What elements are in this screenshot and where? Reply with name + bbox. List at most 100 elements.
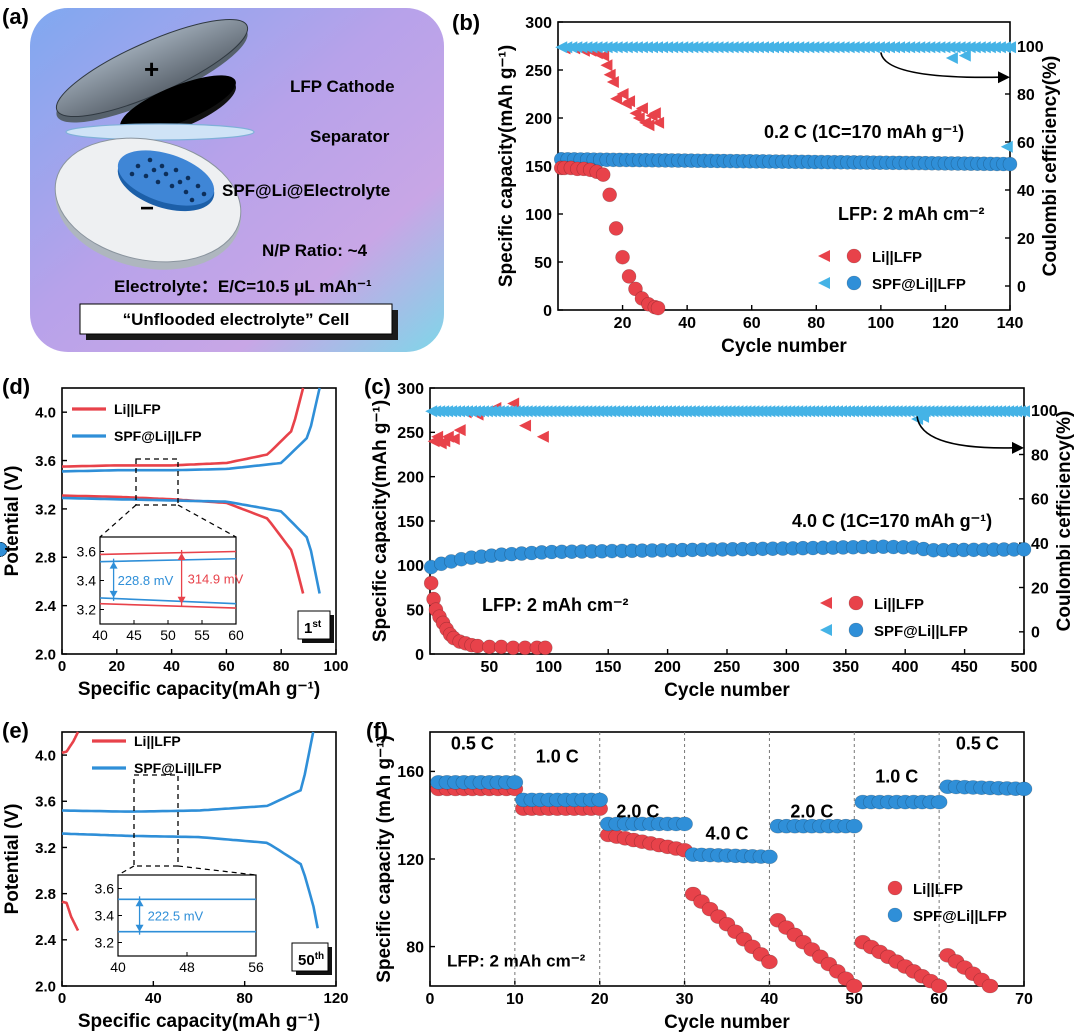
curve-li-discharge	[61, 900, 80, 932]
x-tick-label: 80	[807, 315, 825, 332]
legend-label: SPF@Li||LFP	[134, 760, 222, 776]
curve-li-charge	[61, 731, 80, 755]
x-tick-label: 10	[506, 991, 524, 1008]
gap-label: 314.9 mV	[188, 571, 244, 586]
y-tick-label: 50	[534, 255, 552, 272]
li-ce-point	[648, 107, 661, 120]
x-tick-label: 120	[323, 990, 348, 1007]
x-tick-label: 100	[868, 315, 895, 332]
x-tick-label: 80	[236, 990, 253, 1007]
zoom-box	[135, 458, 179, 506]
chart-f: 0 10 20 30 40 50 60 70 80 120 160 Cycle number Speci…	[366, 718, 1033, 1033]
li-ce-point	[632, 112, 645, 124]
curve-spf-discharge	[61, 496, 321, 594]
ce-arrow-icon	[916, 416, 1024, 454]
x-tick-label: 120	[932, 315, 959, 332]
y-tick-label: 150	[397, 514, 424, 531]
x-tick-label: 60	[218, 658, 235, 675]
label-lfp-cathode: LFP Cathode	[290, 77, 395, 96]
zoom-guide	[177, 504, 237, 538]
y2-tick-label: 100	[1031, 403, 1058, 420]
rate-label: 4.0 C	[705, 823, 748, 843]
li-ce-point	[652, 116, 665, 129]
arrow-head	[1012, 441, 1024, 454]
y-axis-title: Specific capacity(mAh g⁻¹)	[370, 400, 391, 642]
gap-arrow-head	[177, 596, 186, 604]
panel-a: (a) + − LFP Cathode Separator SPF@Li@Ele…	[2, 4, 444, 352]
rate-point	[506, 775, 524, 790]
charts-layer: 20 40 60 80 100 120 140050100150200250300Cycle…	[0, 10, 1075, 1033]
y-tick-label: 0	[543, 303, 552, 320]
gap-arrow-head	[177, 552, 186, 560]
inset-x-tick-label: 50	[160, 627, 176, 643]
x-tick-label: 0	[58, 658, 66, 675]
y-tick-label: 3.6	[35, 794, 56, 811]
li-capacity-point	[608, 221, 624, 236]
cycle-badge	[297, 610, 331, 640]
x-tick-label: 60	[743, 315, 761, 332]
rate-point	[930, 794, 948, 810]
x-tick-label: 40	[761, 991, 779, 1008]
gap-arrow-head	[109, 561, 118, 569]
y-tick-label: 3.2	[35, 501, 56, 518]
panel-a-tag: (a)	[2, 4, 29, 29]
x-tick-label: 80	[273, 658, 290, 675]
series-li-capacity	[553, 160, 666, 316]
curve-li-charge	[61, 387, 305, 468]
rate-point	[676, 816, 693, 832]
label-electrolyte-ec: Electrolyte：E/C=10.5 μL mAh⁻¹	[114, 277, 372, 296]
inset-x-tick-label: 55	[194, 627, 210, 643]
li-ce-point	[603, 68, 616, 81]
inset-x-tick-label: 40	[92, 627, 108, 643]
y-tick-label: 2.8	[35, 886, 56, 903]
legend-label: SPF@Li||LFP	[913, 908, 1007, 925]
inset-curve	[99, 602, 237, 609]
x-axis-title: Specific capacity(mAh g⁻¹)	[78, 1011, 320, 1032]
inset-curve	[99, 550, 237, 556]
legend-marker	[887, 907, 903, 923]
x-tick-label: 500	[1011, 659, 1038, 676]
li-ce-point	[453, 424, 466, 437]
x-tick-label: 0	[58, 990, 66, 1007]
spf-capacity-point	[0, 542, 8, 557]
minus-sign: −	[140, 195, 154, 222]
x-tick-label: 40	[678, 315, 696, 332]
li-ce-point	[616, 88, 629, 100]
legend-ce-marker	[818, 277, 830, 289]
inset-y-tick-label: 3.6	[95, 881, 115, 897]
gap-label: 222.5 mV	[148, 909, 204, 924]
y-tick-label: 200	[397, 469, 424, 486]
y-tick-label: 250	[525, 63, 552, 80]
ce-arrow-icon	[880, 52, 1010, 84]
inset-curve	[99, 557, 237, 563]
curve-spf-charge	[61, 387, 321, 473]
inset-y-tick-label: 3.6	[77, 544, 97, 560]
y2-tick-label: 40	[1031, 536, 1049, 553]
caption-unflooded-cell: “Unflooded electrolyte” Cell	[123, 310, 350, 329]
x-tick-label: 150	[595, 659, 622, 676]
spf-ce-point	[945, 52, 958, 64]
rate-label: 2.0 C	[616, 801, 659, 821]
plot-frame	[61, 731, 337, 987]
plus-sign: +	[144, 54, 159, 84]
y-tick-label: 50	[406, 602, 424, 619]
y-tick-label: 250	[397, 425, 424, 442]
y2-tick-label: 20	[1017, 231, 1035, 248]
legend-label: Li||LFP	[134, 733, 181, 749]
cycle-badge	[291, 942, 329, 972]
legend-ce-marker	[820, 624, 832, 636]
series-spf-ce	[425, 405, 1030, 426]
x-tick-label: 450	[951, 659, 978, 676]
inset: 40 48 56 3.2 3.4 3.6 222.5 mV	[95, 874, 264, 975]
cathode-disc-icon	[55, 18, 249, 138]
y-tick-label: 2.4	[35, 598, 57, 615]
label-spf-li-electrolyte: SPF@Li@Electrolyte	[222, 181, 390, 200]
x-tick-label: 20	[591, 991, 609, 1008]
y2-tick-label: 20	[1031, 580, 1049, 597]
x-tick-label: 50	[481, 659, 499, 676]
inset-x-tick-label: 45	[126, 627, 142, 643]
li-ce-point	[635, 102, 648, 115]
rate-point	[761, 849, 778, 865]
spf-ce-point	[1004, 41, 1016, 54]
y2-tick-label: 100	[1017, 39, 1044, 56]
